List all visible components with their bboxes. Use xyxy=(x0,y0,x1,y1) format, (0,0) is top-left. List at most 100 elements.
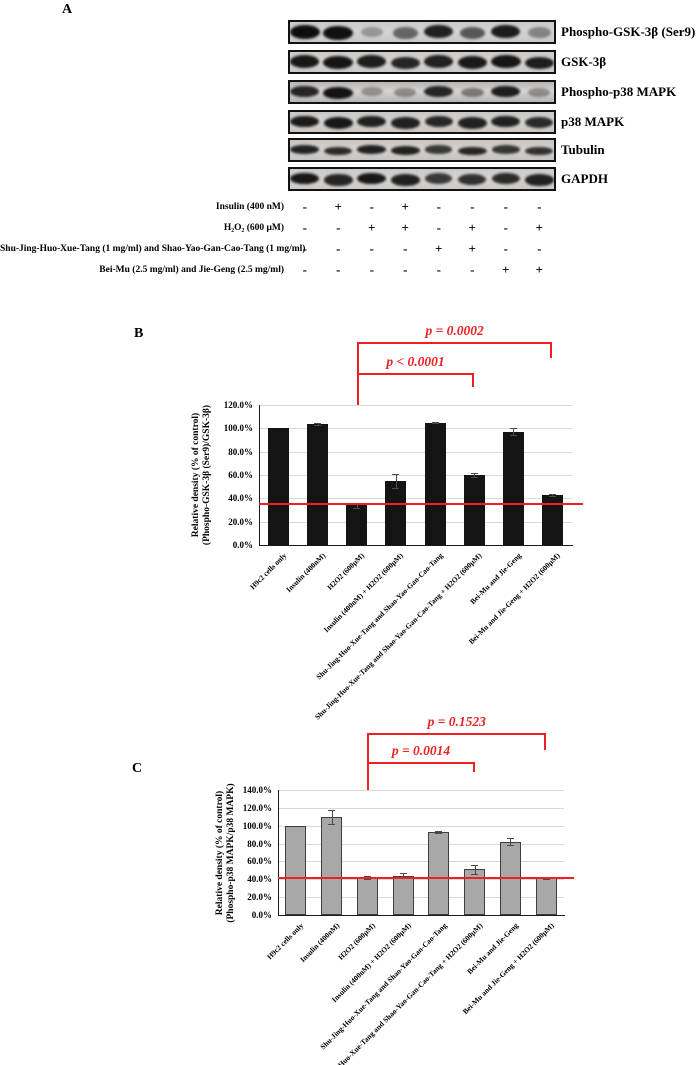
y-axis-tick-label: 40.0% xyxy=(247,874,272,885)
x-axis-category-label: H2O2 (600µM) xyxy=(325,551,367,592)
error-bar-cap xyxy=(542,879,550,881)
protein-band xyxy=(491,172,520,185)
significance-bracket-right xyxy=(472,762,475,772)
error-bar-cap xyxy=(548,493,556,495)
protein-band xyxy=(525,117,554,129)
bar xyxy=(428,831,450,915)
treatment-mark: + xyxy=(535,262,543,277)
protein-band xyxy=(490,55,521,68)
protein-band xyxy=(357,115,387,128)
protein-band xyxy=(290,115,320,128)
error-bar-cap xyxy=(548,496,556,497)
y-axis-tick-label: 100.0% xyxy=(223,423,253,434)
error-bar-cap xyxy=(314,424,322,426)
significance-bracket-right xyxy=(550,342,553,358)
bar xyxy=(268,428,290,545)
error-bar xyxy=(317,422,319,425)
error-bar xyxy=(331,809,333,824)
blot-strip xyxy=(288,20,556,44)
treatment-mark: - xyxy=(537,241,542,256)
y-axis-title-line2: (Phospho-p38 MAPK/p38 MAPK) xyxy=(226,782,236,923)
protein-band xyxy=(524,56,554,70)
protein-band xyxy=(424,24,454,39)
bar xyxy=(463,475,485,545)
protein-band xyxy=(424,55,454,68)
treatment-mark: + xyxy=(535,220,543,235)
protein-band xyxy=(323,174,353,186)
error-bar xyxy=(474,473,476,477)
treatment-mark: + xyxy=(401,199,409,214)
error-bar-cap xyxy=(509,435,517,437)
error-bar-cap xyxy=(471,865,479,866)
treatment-mark: - xyxy=(403,262,408,277)
y-axis-tick-label: 120.0% xyxy=(223,400,253,410)
treatment-label: Bei-Mu (2.5 mg/ml) and Jie-Geng (2.5 mg/… xyxy=(99,265,284,275)
error-bar-cap xyxy=(392,473,400,475)
bar xyxy=(392,875,414,915)
error-bar-cap xyxy=(435,831,443,833)
bar xyxy=(424,422,446,545)
error-bar xyxy=(356,503,358,508)
error-bar-cap xyxy=(328,809,336,811)
protein-band xyxy=(392,27,418,39)
panel-c-label: C xyxy=(132,761,143,776)
protein-band xyxy=(323,56,353,70)
panel-b-label: B xyxy=(134,326,144,341)
protein-band xyxy=(360,87,383,96)
gridline xyxy=(259,405,572,406)
treatment-mark: - xyxy=(302,241,307,256)
error-bar xyxy=(552,493,554,496)
treatment-mark: + xyxy=(334,199,342,214)
y-axis-tick-label: 40.0% xyxy=(228,493,253,504)
y-axis-tick-label: 0.0% xyxy=(251,910,272,920)
error-bar-cap xyxy=(509,428,517,430)
treatment-mark: + xyxy=(468,220,476,235)
protein-band xyxy=(425,173,453,185)
treatment-mark: - xyxy=(302,220,307,235)
treatment-mark: - xyxy=(436,262,441,277)
gridline xyxy=(259,428,572,430)
p-value: p = 0.0014 xyxy=(391,743,451,758)
protein-band xyxy=(290,172,320,185)
blot-label: Phospho-p38 MAPK xyxy=(561,84,677,99)
x-axis-line xyxy=(259,545,573,546)
treatment-label: Insulin (400 nM) xyxy=(215,202,284,212)
treatment-mark: - xyxy=(369,262,374,277)
protein-band xyxy=(459,26,485,39)
protein-band xyxy=(357,145,387,154)
treatment-mark: - xyxy=(369,199,374,214)
y-axis-tick-label: 100.0% xyxy=(242,820,272,831)
significance-bracket-right xyxy=(472,373,475,387)
treatment-mark: + xyxy=(502,262,510,277)
y-axis-tick-label: 20.0% xyxy=(228,516,253,527)
treatment-mark: - xyxy=(436,220,441,235)
blot-strip xyxy=(288,110,556,134)
bar xyxy=(346,505,368,545)
error-bar-cap xyxy=(431,421,439,423)
error-bar-cap xyxy=(431,423,439,425)
error-bar-cap xyxy=(506,838,514,840)
blot-strip xyxy=(288,50,556,74)
y-axis-title-line1: Relative density (% of control) xyxy=(215,790,225,915)
treatment-mark: - xyxy=(369,241,374,256)
gridline xyxy=(278,897,564,899)
blot-label: Phospho-GSK-3β (Ser9) xyxy=(561,24,696,39)
protein-band xyxy=(491,115,521,128)
protein-band xyxy=(357,55,387,68)
error-bar-cap xyxy=(435,832,443,834)
error-bar xyxy=(395,473,397,488)
gridline xyxy=(259,498,572,500)
treatment-mark: - xyxy=(336,262,341,277)
treatment-mark: - xyxy=(336,220,341,235)
p-value: p = 0.0002 xyxy=(425,323,484,338)
treatment-mark: - xyxy=(470,199,475,214)
blot-label: GAPDH xyxy=(561,171,608,186)
blot-strip xyxy=(288,80,556,104)
y-axis-tick-label: 60.0% xyxy=(247,856,272,867)
control-baseline xyxy=(278,877,574,880)
bar xyxy=(285,825,307,915)
protein-band xyxy=(424,115,453,128)
bar xyxy=(356,877,378,915)
error-bar xyxy=(474,865,476,874)
